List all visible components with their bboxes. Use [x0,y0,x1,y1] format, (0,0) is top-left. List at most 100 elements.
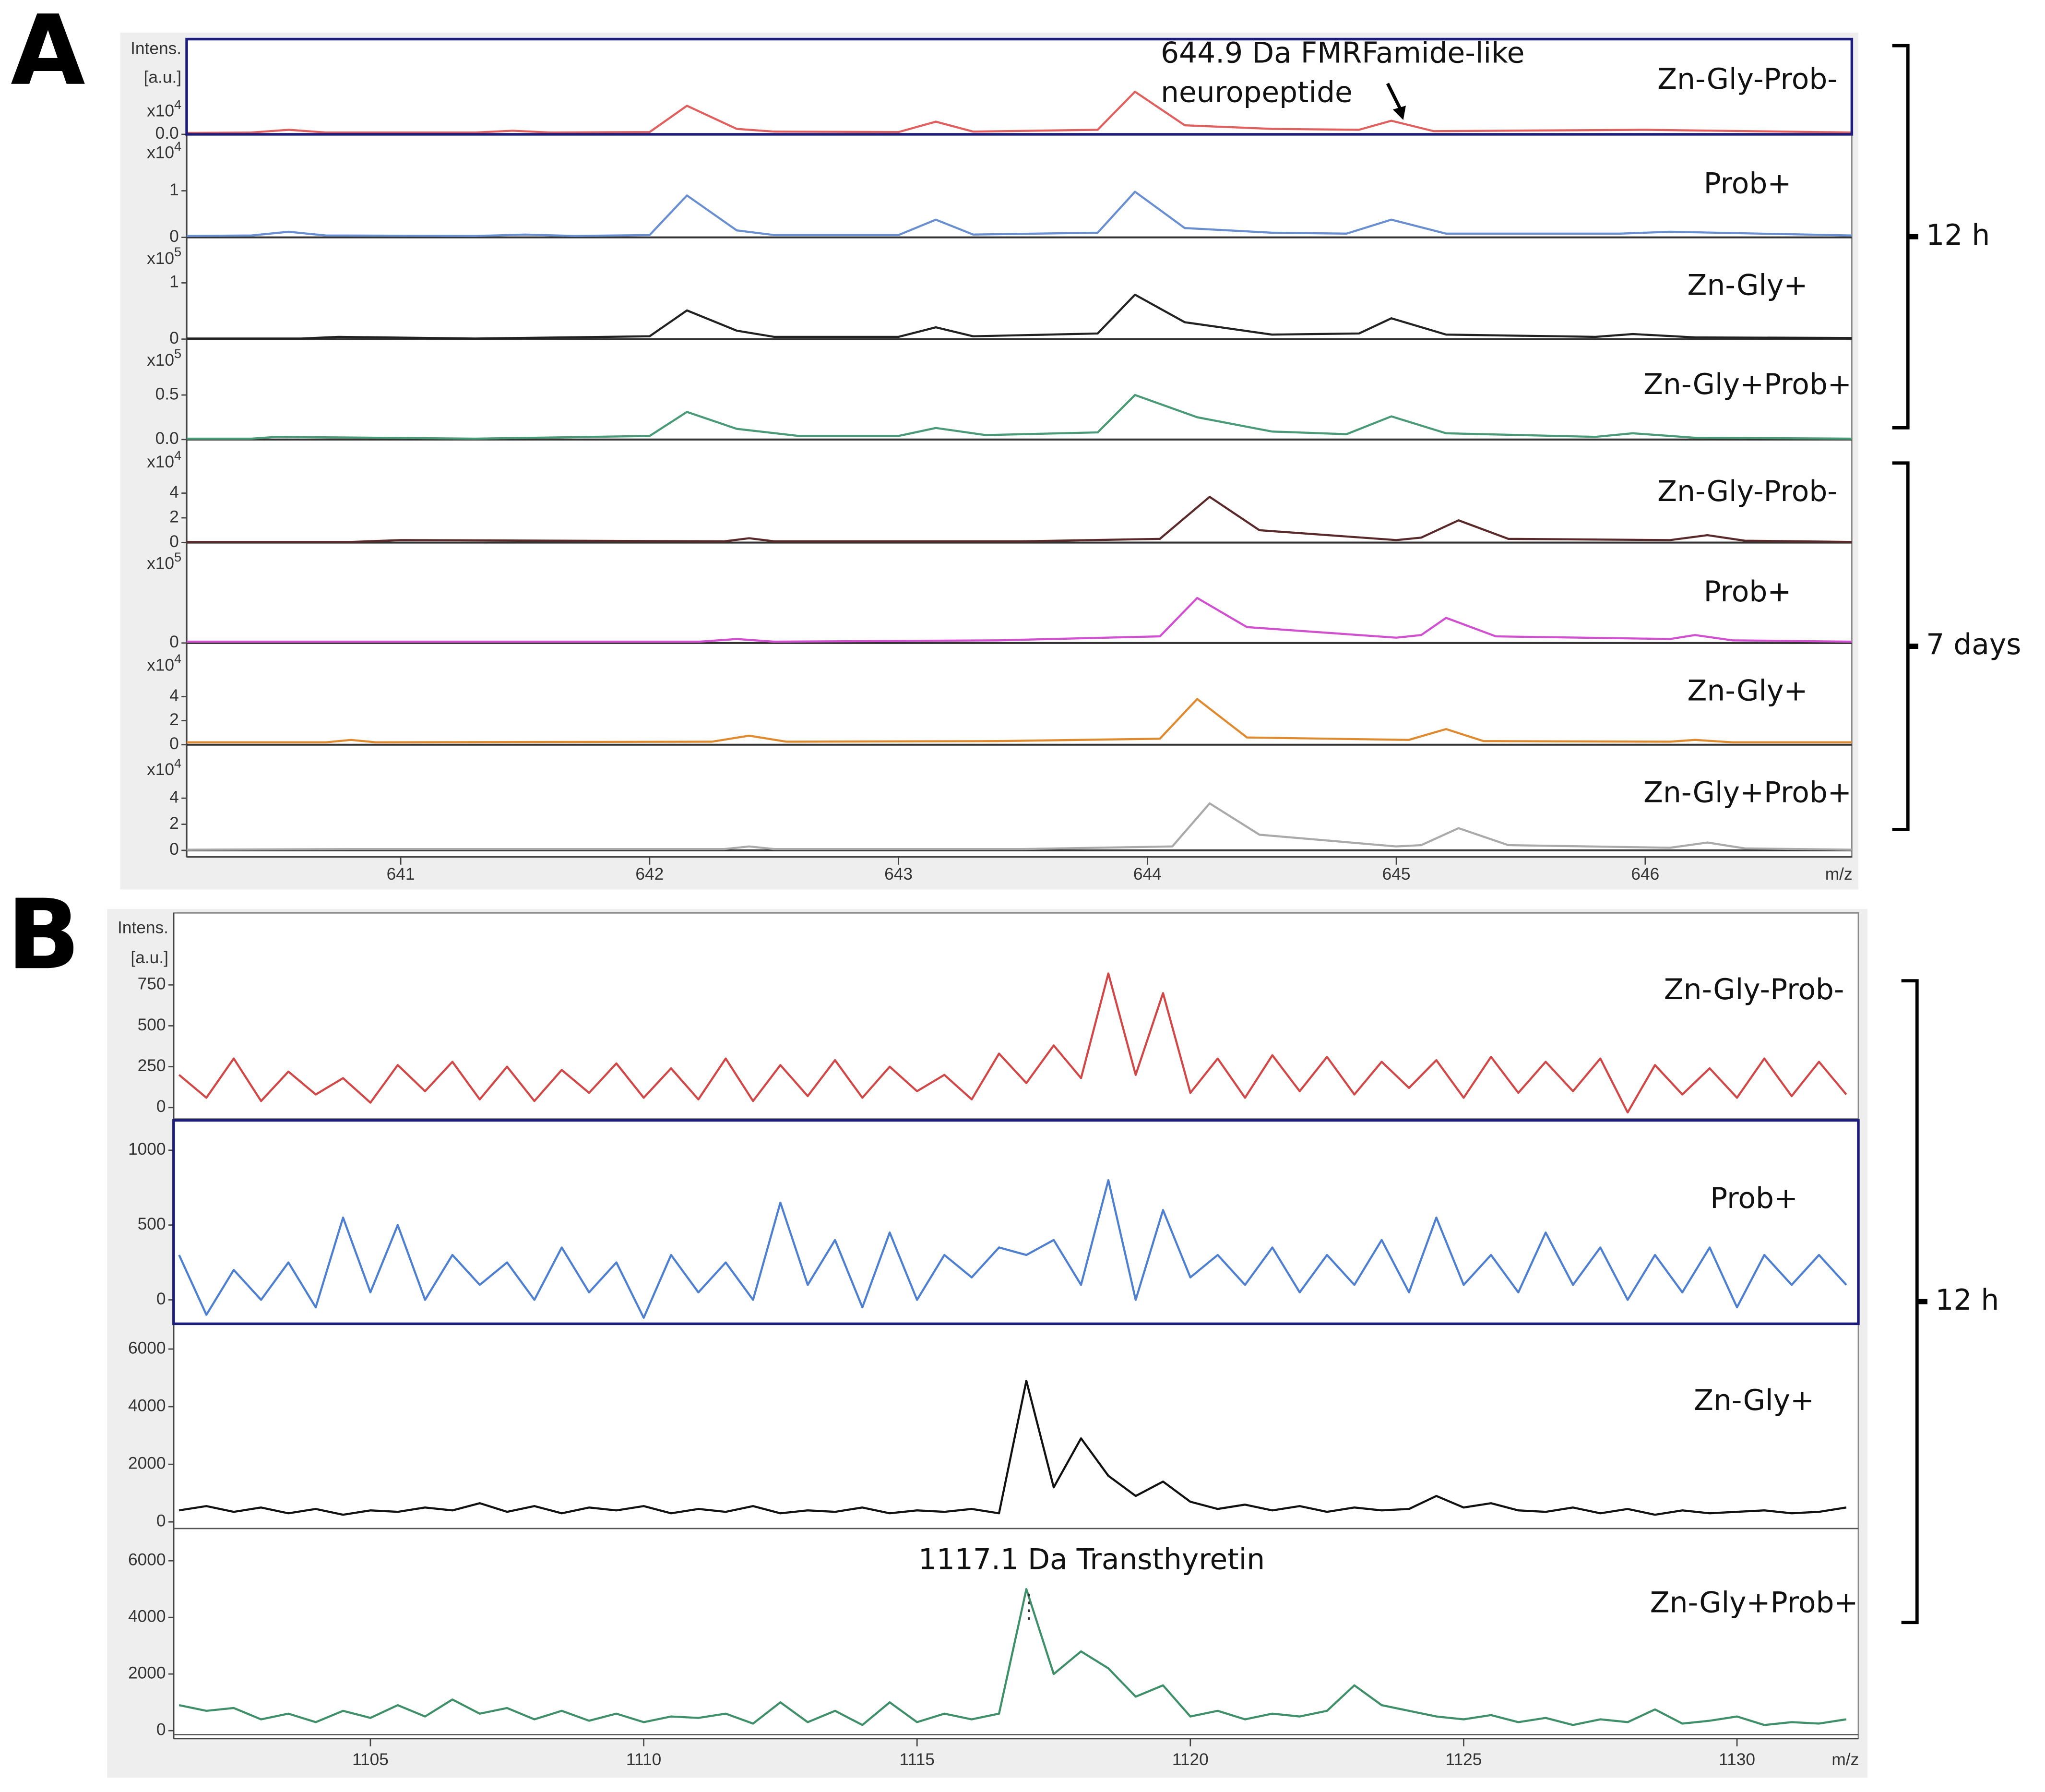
y-tick-label: 1000 [128,1140,166,1159]
y-tick-label: 4 [169,483,179,502]
trace-name: Prob+ [1704,167,1792,200]
y-tick-label: 2000 [128,1664,166,1683]
y-tick-label: 250 [138,1056,166,1075]
y-tick-label: 750 [138,975,166,993]
x-tick-label: 1120 [1172,1750,1209,1769]
annotation: 644.9 Da FMRFamide-like [1161,37,1524,70]
group-label: 12 h [1926,219,1990,252]
y-axis-label: [a.u.] [144,68,182,86]
y-tick-label: 0 [169,633,179,651]
x-tick-label: 1130 [1719,1750,1755,1769]
y-tick-label: 0.0 [155,124,179,143]
y-tick-label: 0 [169,329,179,347]
group-label: 12 h [1935,1284,1999,1317]
scale-label: x105 [147,244,181,268]
spectrum-line [187,698,1852,743]
y-tick-label: 500 [138,1015,166,1034]
trace-name: Zn-Gly+Prob+ [1650,1586,1858,1619]
y-tick-label: 0 [156,1720,166,1739]
plot-area [173,912,1859,1739]
y-tick-label: 0 [156,1097,166,1116]
spectrum-line [187,597,1852,643]
panel-letter: B [7,879,80,991]
x-tick-label: 643 [884,865,913,884]
scale-exponent: 4 [174,448,181,463]
x-tick-label: 642 [635,865,664,884]
scale-base: x10 [147,453,174,471]
y-tick-label: 0 [169,734,179,753]
y-tick-label: 0 [156,1512,166,1530]
scale-base: x10 [147,351,174,370]
scale-label: x104 [147,756,181,779]
x-tick-label: 1110 [626,1750,661,1769]
scale-exponent: 4 [174,139,181,154]
spectrum-line [187,293,1852,340]
x-tick-label: 1125 [1445,1750,1482,1769]
y-axis-label: Intens. [131,39,181,58]
y-tick-label: 1 [169,180,179,199]
trace-name: Zn-Gly+ [1694,1384,1814,1417]
scale-label: x105 [147,346,181,370]
scale-label: x104 [147,139,181,162]
panel-letter: A [11,0,85,107]
x-tick-label: 645 [1382,865,1411,884]
x-tick-label: 1115 [900,1750,935,1769]
x-tick-label: 641 [387,865,415,884]
trace-name: Zn-Gly+Prob+ [1643,777,1852,810]
scale-label: x104 [147,97,181,120]
y-tick-label: 2 [169,710,179,729]
spectrum-line [178,1379,1847,1516]
y-tick-label: 2 [169,814,179,833]
selection-box [185,37,1854,136]
spectrum-line [187,394,1852,440]
spectrum-line [178,1588,1847,1726]
selection-box [172,1119,1860,1326]
spectrum-line [186,191,1852,237]
scale-exponent: 5 [174,244,181,259]
trace-name: Prob+ [1704,575,1792,609]
y-tick-label: 4000 [128,1607,166,1626]
y-tick-label: 1 [169,273,179,291]
annotation: 1117.1 Da Transthyretin [918,1543,1265,1577]
spectrum-line [187,802,1852,851]
scale-exponent: 5 [174,550,181,564]
scale-base: x10 [147,102,174,120]
scale-label: x104 [147,448,181,471]
trace-name: Zn-Gly+Prob+ [1643,368,1852,401]
trace-name: Prob+ [1710,1182,1798,1215]
y-tick-label: 4 [169,686,179,705]
scale-label: x104 [147,651,181,675]
y-tick-label: 2 [169,507,179,526]
trace-name: Zn-Gly-Prob- [1664,973,1844,1006]
trace-name: Zn-Gly-Prob- [1657,475,1838,508]
y-tick-label: 6000 [128,1551,166,1569]
trace-name: Zn-Gly-Prob- [1657,63,1838,96]
arrow-head [1392,106,1406,120]
spectrum-line [186,90,1852,134]
trace-name: Zn-Gly+ [1688,269,1808,302]
x-axis-label: m/z [1825,865,1853,884]
y-tick-label: 6000 [128,1338,166,1357]
scale-base: x10 [147,143,174,162]
y-tick-label: 0 [169,227,179,246]
annotation: neuropeptide [1161,76,1353,109]
scale-exponent: 4 [174,651,181,666]
spectrum-line [187,496,1852,543]
scale-exponent: 5 [174,346,181,361]
plot-area [186,38,1853,858]
x-axis-label: m/z [1831,1750,1859,1769]
y-tick-label: 0 [169,532,179,551]
y-tick-label: 0 [169,840,179,859]
scale-base: x10 [147,249,174,268]
scale-label: x105 [147,550,181,573]
x-tick-label: 1105 [352,1750,389,1769]
scale-exponent: 4 [174,756,181,771]
scale-exponent: 4 [174,97,181,112]
scale-base: x10 [147,554,174,573]
y-tick-label: 4 [169,788,179,807]
y-axis-label: [a.u.] [131,948,168,967]
annotation-arrow [1386,83,1403,110]
y-tick-label: 0.5 [155,384,179,403]
y-tick-label: 4000 [128,1396,166,1415]
